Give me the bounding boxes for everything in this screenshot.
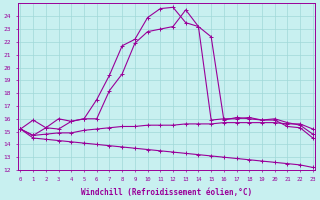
X-axis label: Windchill (Refroidissement éolien,°C): Windchill (Refroidissement éolien,°C): [81, 188, 252, 197]
